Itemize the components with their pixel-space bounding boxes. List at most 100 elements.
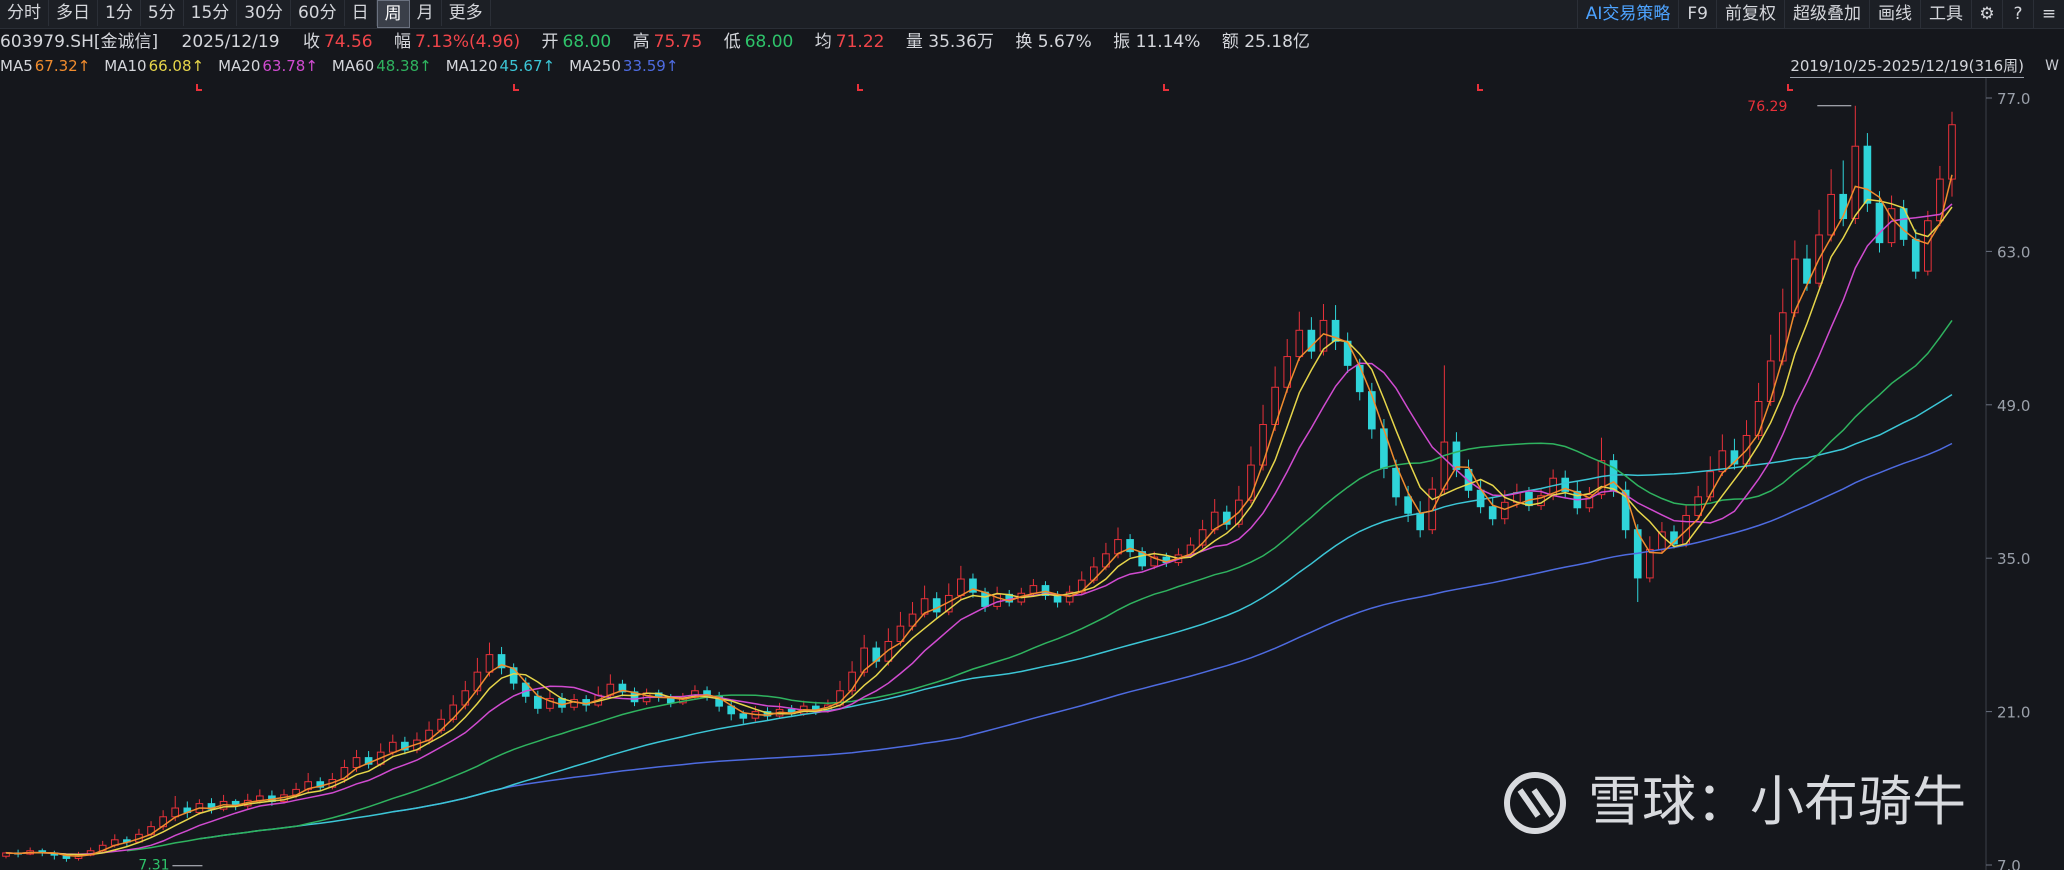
volume-value: 量 35.36万 xyxy=(905,32,994,52)
ma10-line xyxy=(5,198,1953,856)
tab-period-3[interactable]: 5分 xyxy=(141,0,184,26)
candle-body xyxy=(1404,496,1412,514)
ma120-line xyxy=(199,393,1953,840)
low-label: 低 xyxy=(723,32,741,52)
ma-name-ma20: MA20 xyxy=(218,57,261,75)
ma-name-ma120: MA120 xyxy=(445,57,498,75)
xueqiu-watermark: 雪球：小布骑牛 xyxy=(1504,770,1966,834)
period-marker xyxy=(196,84,202,91)
tab-period-0[interactable]: 分时 xyxy=(0,0,49,26)
ma-legend: MA5 67.32↑ MA10 66.08↑ MA20 63.78↑ MA60 48.38↑ M… xyxy=(0,55,1980,77)
y-tick-label: 63.0 xyxy=(1997,243,2030,261)
candle-body xyxy=(1875,202,1884,244)
draw-line-button[interactable]: 画线 xyxy=(1869,0,1920,28)
candle-body xyxy=(1295,329,1304,358)
tab-period-2[interactable]: 1分 xyxy=(98,0,141,26)
candle-body xyxy=(1730,450,1739,465)
ma-value-ma250: 33.59↑ xyxy=(622,57,679,75)
candle-body xyxy=(570,699,578,708)
candle-body xyxy=(1331,319,1340,342)
period-tabs: 分时 多日 1分 5分 15分 30分 60分日周月更多 xyxy=(0,0,491,28)
max-price-label: 76.29 xyxy=(1747,99,1787,115)
candle-body xyxy=(1464,468,1473,491)
candle-body xyxy=(1621,489,1630,531)
candle-body xyxy=(860,647,868,673)
quote-info-bar: 603979.SH[金诚信] 2025/12/19 收 74.56 幅 7.13%(… xyxy=(0,29,2064,55)
date-range[interactable]: 2019/10/25-2025/12/19(316周) xyxy=(1790,55,2024,78)
y-tick-label: 35.0 xyxy=(1997,550,2030,568)
low-value: 68.00 xyxy=(744,32,794,52)
candle-body xyxy=(1126,539,1134,553)
watermark-text: 雪球：小布骑牛 xyxy=(1588,770,1966,833)
tab-period-10[interactable]: 更多 xyxy=(442,0,491,26)
menu-icon[interactable]: ≡ xyxy=(2033,0,2064,28)
candle-body xyxy=(497,654,506,669)
tool-buttons: AI交易策略 F9 前复权 超级叠加 画线 工具 ⚙? ≡ xyxy=(1576,0,2064,28)
ma-value-ma20: 63.78↑ xyxy=(262,57,318,75)
ma250-line xyxy=(392,442,1953,813)
tab-period-8[interactable]: 周 xyxy=(376,0,410,28)
tab-period-7[interactable]: 日 xyxy=(345,0,377,26)
tab-period-1[interactable]: 多日 xyxy=(49,0,98,26)
side-panel-button[interactable]: W xyxy=(2045,58,2059,74)
candle-body xyxy=(388,741,397,753)
ma-name-ma5: MA5 xyxy=(0,57,33,75)
candle-body xyxy=(449,704,458,720)
amplitude-value: 振 11.14% xyxy=(1113,32,1201,52)
close-label: 收 xyxy=(302,32,320,52)
candle-body xyxy=(1694,496,1702,516)
candle-body xyxy=(1029,585,1038,594)
period-toolbar: 分时 多日 1分 5分 15分 30分 60分日周月更多 AI交易策略 F9 前复权 超级叠加 画线… xyxy=(0,0,2064,29)
help-icon[interactable]: ? xyxy=(2002,0,2033,28)
candle-body xyxy=(1283,356,1292,388)
candle-body xyxy=(1041,585,1050,596)
adjust-button[interactable]: 前复权 xyxy=(1716,0,1784,28)
candle-body xyxy=(1766,360,1775,403)
candle-body xyxy=(884,640,893,662)
gear-icon[interactable]: ⚙ xyxy=(1971,0,2002,28)
f9-button[interactable]: F9 xyxy=(1678,0,1716,28)
candle-body xyxy=(1440,441,1449,490)
candle-body xyxy=(1718,450,1727,473)
candle-body xyxy=(1585,494,1594,509)
candle-body xyxy=(1355,364,1364,393)
candle-body xyxy=(1948,124,1956,180)
ai-strategy-button[interactable]: AI交易策略 xyxy=(1576,0,1679,28)
candle-body xyxy=(1368,391,1376,430)
overlay-button[interactable]: 超级叠加 xyxy=(1784,0,1869,28)
tools-button[interactable]: 工具 xyxy=(1920,0,1971,28)
xueqiu-logo-icon xyxy=(1504,772,1566,834)
candle-body xyxy=(1827,193,1835,236)
min-price-label: 7.31 xyxy=(138,858,169,870)
ma20-line xyxy=(5,203,1953,855)
candle-body xyxy=(1646,548,1654,579)
candle-body xyxy=(1561,477,1570,492)
candle-body xyxy=(1319,319,1328,352)
candle-body xyxy=(1392,467,1400,498)
tab-period-4[interactable]: 15分 xyxy=(184,0,238,26)
kline-chart[interactable]: 77.0 63.0 49.0 35.0 21.0 7.0 76.29 7.31 xyxy=(0,78,2064,870)
amount-value: 额 25.18亿 xyxy=(1221,32,1310,52)
y-tick-label: 21.0 xyxy=(1997,704,2030,722)
candle-body xyxy=(534,695,542,709)
candle-body xyxy=(473,671,482,692)
candle-body xyxy=(1247,464,1255,501)
candle-body xyxy=(1911,238,1920,272)
candle-body xyxy=(1706,471,1715,498)
open-value: 68.00 xyxy=(562,32,612,52)
avg-value: 71.22 xyxy=(835,32,885,52)
candle-body xyxy=(485,654,494,673)
tab-period-5[interactable]: 30分 xyxy=(237,0,291,26)
candle-body xyxy=(957,578,965,596)
tab-period-9[interactable]: 月 xyxy=(410,0,442,26)
ma-value-ma5: 67.32↑ xyxy=(34,57,91,75)
candle-body xyxy=(993,593,1001,607)
candle-body xyxy=(1488,506,1497,520)
quote-date: 2025/12/19 xyxy=(181,32,280,52)
tab-period-6[interactable]: 60分 xyxy=(291,0,345,26)
candle-body xyxy=(739,713,748,719)
candle-body xyxy=(1114,539,1122,555)
candle-body xyxy=(1887,208,1896,244)
candle-body xyxy=(1803,258,1811,284)
y-tick-label: 49.0 xyxy=(1997,397,2030,415)
